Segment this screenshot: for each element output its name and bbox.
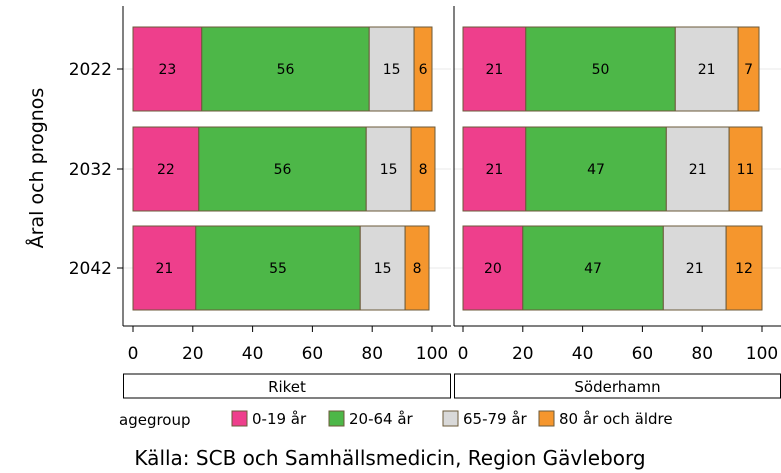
legend-swatch [538,410,555,427]
data-label: 21 [689,162,707,178]
data-label: 20 [484,261,502,277]
legend-swatch [442,410,459,427]
data-label: 56 [277,62,295,78]
y-tick-label: 2042 [69,259,112,279]
bars: 21 50 21 7 21 47 21 11 20 47 21 12 [462,26,763,311]
legend-label: 65-79 år [463,410,528,428]
legend-entry-80-år-och-äldre: 80 år och äldre [538,410,673,428]
bar-segment-riket-2022-0-19-år [132,26,203,112]
panel-strip-label: Riket [268,378,306,396]
data-label: 55 [269,261,287,277]
bar-segment-söderhamn-2032-80-år-och-äldre [728,126,763,212]
data-label: 47 [587,162,605,178]
legend-swatch [231,410,248,427]
bar-segment-riket-2022-20-64-år [201,26,370,112]
data-label: 23 [158,62,176,78]
data-label: 21 [698,62,716,78]
bar-segment-söderhamn-2032-65-79-år [665,126,730,212]
bar-segment-riket-2042-80-år-och-äldre [404,225,430,311]
chart-panels: 23 56 15 622 56 15 821 55 15 80 20 40 60 80 100Riket21… [122,6,781,399]
y-tick-label: 2032 [69,160,112,180]
legend: agegroup 0-19 år 20-64 år 65-79 år 80 år oc… [119,410,673,429]
bar-segment-riket-2022-80-år-och-äldre [413,26,433,112]
x-tick-label: 0 [458,344,469,364]
legend-entry-20-64-år: 20-64 år [328,410,414,428]
panel-strip [123,373,451,399]
legend-entry-65-79-år: 65-79 år [442,410,528,428]
x-tick-label: 0 [128,344,139,364]
bar-segment-söderhamn-2022-65-79-år [674,26,739,112]
bar-segment-riket-2042-65-79-år [359,225,406,311]
legend-label: 0-19 år [252,410,307,428]
bar-segment-söderhamn-2032-0-19-år [462,126,527,212]
bar-segment-söderhamn-2042-65-79-år [662,225,727,311]
legend-title: agegroup [119,411,191,429]
x-tick-label: 80 [361,344,383,364]
y-axis-label: Åral och prognos [25,88,48,249]
x-tick-label: 100 [746,344,778,364]
data-label: 8 [413,261,422,277]
panel-strip-label: Söderhamn [574,378,660,396]
data-label: 12 [735,261,753,277]
bar-segment-söderhamn-2032-20-64-år [525,126,667,212]
legend-entry-0-19-år: 0-19 år [231,410,307,428]
x-tick-label: 20 [512,344,534,364]
data-label: 15 [374,261,392,277]
y-axis-tick-labels: 2022 2032 2042 [69,60,123,279]
data-label: 15 [380,162,398,178]
data-label: 21 [485,62,503,78]
data-label: 50 [592,62,610,78]
chart-caption: Källa: SCB och Samhällsmedicin, Region G… [134,446,645,470]
x-axis-ticks: 0 20 40 60 80 100 [458,326,778,364]
x-tick-label: 40 [572,344,594,364]
legend-label: 80 år och äldre [559,410,673,428]
bar-segment-söderhamn-2042-0-19-år [462,225,524,311]
x-axis-ticks: 0 20 40 60 80 100 [128,326,448,364]
bar-segment-söderhamn-2022-80-år-och-äldre [737,26,760,112]
panel-strip [454,373,781,399]
data-label: 22 [157,162,175,178]
bar-segment-söderhamn-2042-80-år-och-äldre [725,225,763,311]
bar-segment-riket-2032-65-79-år [365,126,412,212]
x-tick-label: 60 [302,344,324,364]
data-label: 21 [155,261,173,277]
panel-söderhamn: 21 50 21 7 21 47 21 11 20 47 21 12 0 20 40 60 80 100 Söder… [453,6,781,399]
y-tick-label: 2022 [69,60,112,80]
bar-segment-riket-2042-0-19-år [132,225,197,311]
bar-segment-riket-2032-80-år-och-äldre [410,126,436,212]
data-label: 7 [744,62,753,78]
data-label: 47 [584,261,602,277]
legend-label: 20-64 år [349,410,414,428]
x-tick-label: 80 [691,344,713,364]
legend-swatch [328,410,345,427]
data-label: 15 [383,62,401,78]
bar-segment-söderhamn-2022-0-19-år [462,26,527,112]
data-label: 56 [274,162,292,178]
x-tick-label: 100 [416,344,448,364]
bar-segment-söderhamn-2022-20-64-år [525,26,676,112]
bar-segment-riket-2022-65-79-år [368,26,415,112]
data-label: 11 [737,162,755,178]
x-tick-label: 60 [632,344,654,364]
data-label: 8 [419,162,428,178]
data-label: 21 [485,162,503,178]
data-label: 6 [419,62,428,78]
x-tick-label: 40 [242,344,264,364]
x-tick-label: 20 [182,344,204,364]
data-label: 21 [686,261,704,277]
bars: 23 56 15 6 22 56 15 8 21 55 15 8 [132,26,436,311]
